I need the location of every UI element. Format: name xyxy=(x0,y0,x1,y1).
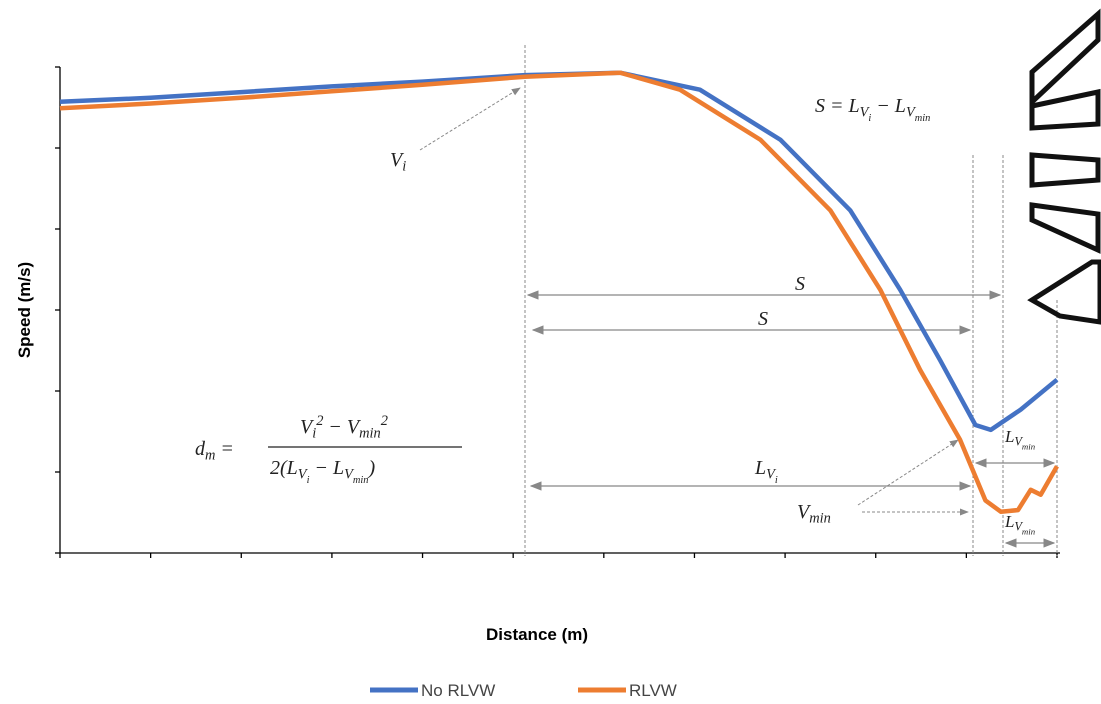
math-part: V xyxy=(766,466,777,482)
math-part: S xyxy=(758,308,768,330)
math-part: − V xyxy=(323,416,361,438)
math-part: 2 xyxy=(316,413,323,429)
legend-label: No RLVW xyxy=(421,681,495,700)
math-part: V xyxy=(906,104,917,120)
math-part: i xyxy=(307,475,310,486)
math-part: − L xyxy=(309,457,344,479)
math-part: min xyxy=(1022,526,1036,536)
x-axis-title: Distance (m) xyxy=(486,625,588,644)
math-part: V xyxy=(300,416,315,438)
guides xyxy=(419,45,1058,556)
math-part: S xyxy=(795,273,805,295)
math-part: min xyxy=(353,475,369,486)
pointer-arrow xyxy=(857,439,959,506)
warning-icon xyxy=(1027,8,1101,325)
annotation: LVmin xyxy=(1004,427,1036,451)
annotation: LVmin xyxy=(1004,512,1036,536)
annotation: Vi xyxy=(390,149,406,174)
math-part: m xyxy=(205,447,215,463)
math-part: V xyxy=(1014,435,1023,449)
math-part: ) xyxy=(368,457,376,479)
math-part: V xyxy=(298,466,309,482)
annotation: S xyxy=(758,308,768,330)
math-part: min xyxy=(1022,441,1036,451)
ticks xyxy=(55,66,1058,558)
legend-label: RLVW xyxy=(629,681,677,700)
math-part: i xyxy=(312,425,316,441)
annotation: Vmin xyxy=(797,501,831,526)
math-part: V xyxy=(1014,520,1023,534)
plot-lines xyxy=(59,70,1059,514)
math-part: = xyxy=(215,438,234,460)
math-part: i xyxy=(868,113,871,124)
formula: dm = xyxy=(195,438,234,463)
math-part: V xyxy=(344,466,355,482)
formula: Vi2 − Vmin2 xyxy=(300,413,388,441)
math-part: V xyxy=(390,149,405,171)
formula: S = LVi − LVmin xyxy=(815,95,930,124)
series-line xyxy=(59,70,1059,433)
math-part: d xyxy=(195,438,206,460)
math-part: 2(L xyxy=(270,457,298,479)
math-part: i xyxy=(775,475,778,486)
math-part: S = L xyxy=(815,95,860,117)
math-part: L xyxy=(1004,427,1014,446)
math-part: i xyxy=(402,158,406,174)
y-axis-title: Speed (m/s) xyxy=(15,262,34,358)
legend: No RLVW RLVW xyxy=(370,681,677,700)
math-part: min xyxy=(359,425,381,441)
series-line xyxy=(59,70,1059,514)
math-part: L xyxy=(1004,512,1014,531)
math-part: L xyxy=(754,457,766,479)
math-part: V xyxy=(797,501,812,523)
math-part: − L xyxy=(871,95,906,117)
math-part: V xyxy=(860,104,871,120)
math-part: min xyxy=(915,113,931,124)
math-part: min xyxy=(809,510,831,526)
annotation: LVi xyxy=(754,457,778,486)
math-part: 2 xyxy=(381,413,388,429)
annotation: S xyxy=(795,273,805,295)
formula: 2(LVi − LVmin) xyxy=(270,457,376,486)
pointer-arrow xyxy=(419,87,521,151)
